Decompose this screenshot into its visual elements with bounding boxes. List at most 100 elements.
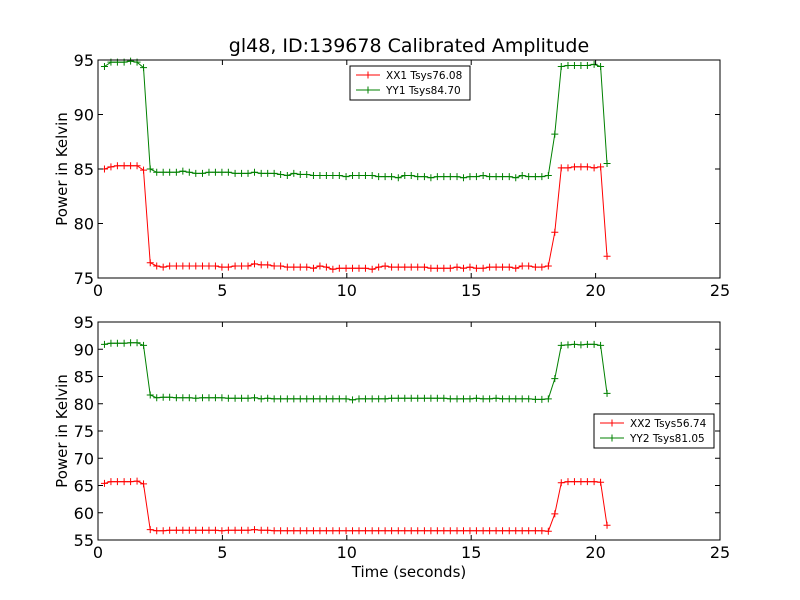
data-point — [472, 394, 480, 402]
data-point — [420, 527, 428, 535]
chart-title: gl48, ID:139678 Calibrated Amplitude — [229, 35, 589, 57]
data-point — [283, 527, 291, 535]
data-point — [218, 263, 226, 271]
y-tick-label: 75 — [74, 269, 94, 288]
legend-label: XX1 Tsys76.08 — [386, 70, 462, 82]
data-point — [283, 263, 291, 271]
data-point — [166, 168, 174, 176]
data-point — [492, 527, 500, 535]
data-point — [414, 263, 422, 271]
series-yy1 — [100, 57, 611, 182]
data-point — [544, 172, 552, 180]
data-point — [224, 263, 232, 271]
data-point — [290, 527, 298, 535]
data-point — [224, 526, 232, 534]
data-point — [466, 395, 474, 403]
data-point — [153, 262, 161, 270]
x-tick-label: 0 — [93, 281, 103, 300]
data-point — [309, 264, 317, 272]
data-point — [531, 173, 539, 181]
x-tick-label: 10 — [337, 543, 357, 562]
data-point — [322, 527, 330, 535]
data-point — [231, 526, 239, 534]
data-point — [127, 162, 135, 170]
data-point — [335, 264, 343, 272]
data-point — [140, 341, 148, 349]
data-point — [564, 341, 572, 349]
data-point — [335, 527, 343, 535]
data-point — [113, 162, 121, 170]
y-tick-label: 65 — [74, 477, 94, 496]
data-point — [361, 527, 369, 535]
data-point — [381, 395, 389, 403]
data-point — [303, 263, 311, 271]
data-point — [577, 163, 585, 171]
data-point — [375, 527, 383, 535]
data-point — [505, 395, 513, 403]
data-point — [388, 263, 396, 271]
y-tick-label: 95 — [74, 313, 94, 332]
data-point — [198, 526, 206, 534]
x-tick-label: 5 — [217, 281, 227, 300]
data-point — [577, 61, 585, 69]
data-point — [564, 61, 572, 69]
data-point — [198, 394, 206, 402]
data-point — [479, 172, 487, 180]
data-point — [140, 166, 148, 174]
chart-panel-1: gl48, ID:139678 Calibrated Amplitude 0 5 10… — [53, 35, 730, 300]
data-point — [120, 339, 128, 347]
data-point — [166, 393, 174, 401]
data-point — [244, 394, 252, 402]
y-tick-label: 60 — [74, 504, 94, 523]
data-point — [192, 526, 200, 534]
data-point — [231, 169, 239, 177]
data-point — [486, 527, 494, 535]
data-point — [538, 173, 546, 181]
data-point — [570, 478, 578, 486]
data-point — [486, 173, 494, 181]
data-point — [466, 263, 474, 271]
data-point — [100, 340, 108, 348]
data-point — [211, 262, 219, 270]
data-point — [531, 395, 539, 403]
data-point — [459, 395, 467, 403]
y-tick-label: 85 — [74, 368, 94, 387]
data-point — [250, 168, 258, 176]
data-point — [185, 526, 193, 534]
data-point — [146, 526, 154, 534]
data-point — [172, 394, 180, 402]
data-point — [466, 527, 474, 535]
data-point — [172, 526, 180, 534]
data-point — [375, 263, 383, 271]
data-point — [551, 228, 559, 236]
data-point — [329, 265, 337, 273]
data-point — [361, 172, 369, 180]
data-point — [250, 526, 258, 534]
legend-marker — [364, 86, 372, 94]
data-point — [316, 262, 324, 270]
data-point — [238, 262, 246, 270]
data-point — [486, 395, 494, 403]
data-point — [440, 527, 448, 535]
data-point — [479, 264, 487, 272]
data-point — [257, 395, 265, 403]
data-point — [446, 173, 454, 181]
y-tick-label: 75 — [74, 422, 94, 441]
series-xx1 — [100, 162, 611, 273]
data-point — [381, 262, 389, 270]
data-point — [283, 172, 291, 180]
data-point — [270, 395, 278, 403]
y-tick-label: 90 — [74, 106, 94, 125]
data-point — [557, 479, 565, 487]
data-point — [316, 527, 324, 535]
data-point — [277, 262, 285, 270]
data-point — [518, 262, 526, 270]
data-point — [244, 169, 252, 177]
data-point — [590, 164, 598, 172]
data-point — [368, 527, 376, 535]
data-point — [322, 395, 330, 403]
data-point — [120, 478, 128, 486]
y-axis-label: Power in Kelvin — [53, 112, 71, 226]
data-point — [433, 173, 441, 181]
data-point — [557, 164, 565, 172]
